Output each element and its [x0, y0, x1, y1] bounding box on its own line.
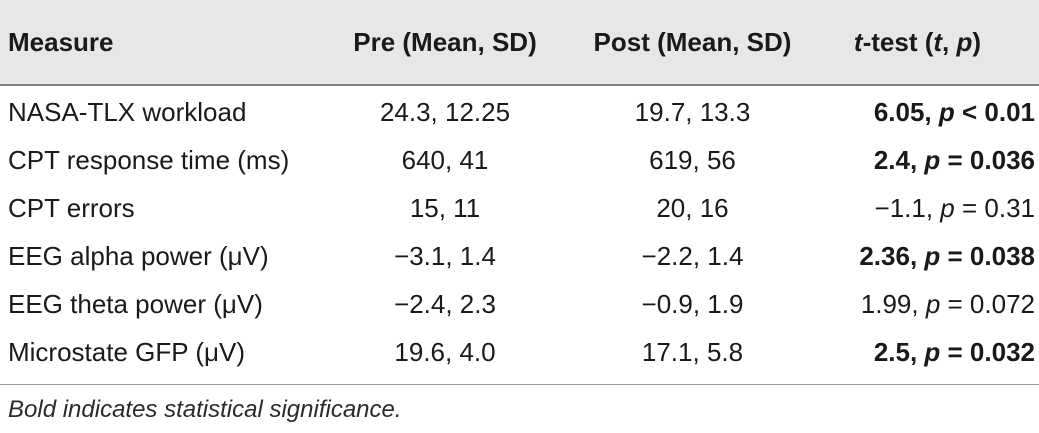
table-row: NASA-TLX workload 24.3, 12.25 19.7, 13.3…: [0, 88, 1039, 136]
footer-rule: [0, 384, 1039, 385]
ttest-pvalue: = 0.038: [940, 241, 1035, 271]
cell-post: 20, 16: [656, 193, 729, 223]
ttest-value: 2.5,: [873, 337, 925, 367]
ttest-value: 2.36,: [859, 241, 925, 271]
cell-measure: EEG alpha power (μV): [8, 241, 269, 271]
cell-measure: Microstate GFP (μV): [8, 337, 245, 367]
cell-ttest: 1.99, p = 0.072: [830, 280, 1035, 328]
ttest-p: p: [924, 145, 941, 175]
header-ttest-text: -test (: [862, 27, 934, 57]
cell-pre: 640, 41: [401, 145, 489, 175]
header-ttest-t: t: [853, 27, 863, 57]
ttest-pvalue: = 0.036: [940, 145, 1035, 175]
ttest-p: p: [938, 97, 955, 127]
table-row: CPT response time (ms) 640, 41 619, 56 2…: [0, 136, 1039, 184]
header-pre: Pre (Mean, SD): [353, 27, 537, 57]
cell-post: 17.1, 5.8: [641, 337, 744, 367]
header-ttest: t-test (t, p): [830, 18, 1005, 66]
cell-ttest: 2.5, p = 0.032: [830, 328, 1035, 376]
table-header: Measure Pre (Mean, SD) Post (Mean, SD) t…: [0, 0, 1039, 84]
table-row: Microstate GFP (μV) 19.6, 4.0 17.1, 5.8 …: [0, 328, 1039, 376]
ttest-pvalue: = 0.072: [940, 289, 1035, 319]
header-ttest-t2: t: [933, 27, 943, 57]
cell-post: −2.2, 1.4: [641, 241, 744, 271]
cell-pre: −2.4, 2.3: [394, 289, 496, 319]
table-row: CPT errors 15, 11 20, 16 −1.1, p = 0.31: [0, 184, 1039, 232]
ttest-value: 2.4,: [873, 145, 925, 175]
cell-post: 19.7, 13.3: [634, 97, 751, 127]
ttest-p: p: [924, 337, 941, 367]
cell-pre: −3.1, 1.4: [394, 241, 496, 271]
cell-ttest: 2.36, p = 0.038: [830, 232, 1035, 280]
cell-measure: EEG theta power (μV): [8, 289, 263, 319]
ttest-value: −1.1,: [874, 193, 941, 223]
ttest-value: 6.05,: [873, 97, 939, 127]
cell-ttest: 6.05, p < 0.01: [830, 88, 1035, 136]
ttest-p: p: [940, 193, 955, 223]
header-ttest-sep: ,: [942, 27, 957, 57]
header-post: Post (Mean, SD): [593, 27, 792, 57]
cell-ttest: 2.4, p = 0.036: [830, 136, 1035, 184]
ttest-pvalue: = 0.032: [940, 337, 1035, 367]
cell-pre: 15, 11: [409, 193, 481, 223]
cell-measure: CPT response time (ms): [8, 145, 290, 175]
ttest-p: p: [925, 289, 941, 319]
ttest-pvalue: < 0.01: [954, 97, 1035, 127]
ttest-p: p: [924, 241, 941, 271]
header-ttest-close: ): [972, 27, 982, 57]
cell-measure: CPT errors: [8, 193, 135, 223]
ttest-pvalue: = 0.31: [954, 193, 1035, 223]
cell-post: 619, 56: [649, 145, 736, 175]
table-footnote: Bold indicates statistical significance.: [8, 396, 402, 423]
cell-measure: NASA-TLX workload: [8, 97, 247, 127]
header-measure: Measure: [8, 27, 114, 57]
table-row: EEG theta power (μV) −2.4, 2.3 −0.9, 1.9…: [0, 280, 1039, 328]
header-ttest-p: p: [956, 27, 973, 57]
cell-pre: 24.3, 12.25: [379, 97, 511, 127]
cell-ttest: −1.1, p = 0.31: [830, 184, 1035, 232]
header-rule: [0, 84, 1039, 86]
cell-post: −0.9, 1.9: [641, 289, 744, 319]
ttest-value: 1.99,: [860, 289, 926, 319]
cell-pre: 19.6, 4.0: [394, 337, 496, 367]
table-row: EEG alpha power (μV) −3.1, 1.4 −2.2, 1.4…: [0, 232, 1039, 280]
